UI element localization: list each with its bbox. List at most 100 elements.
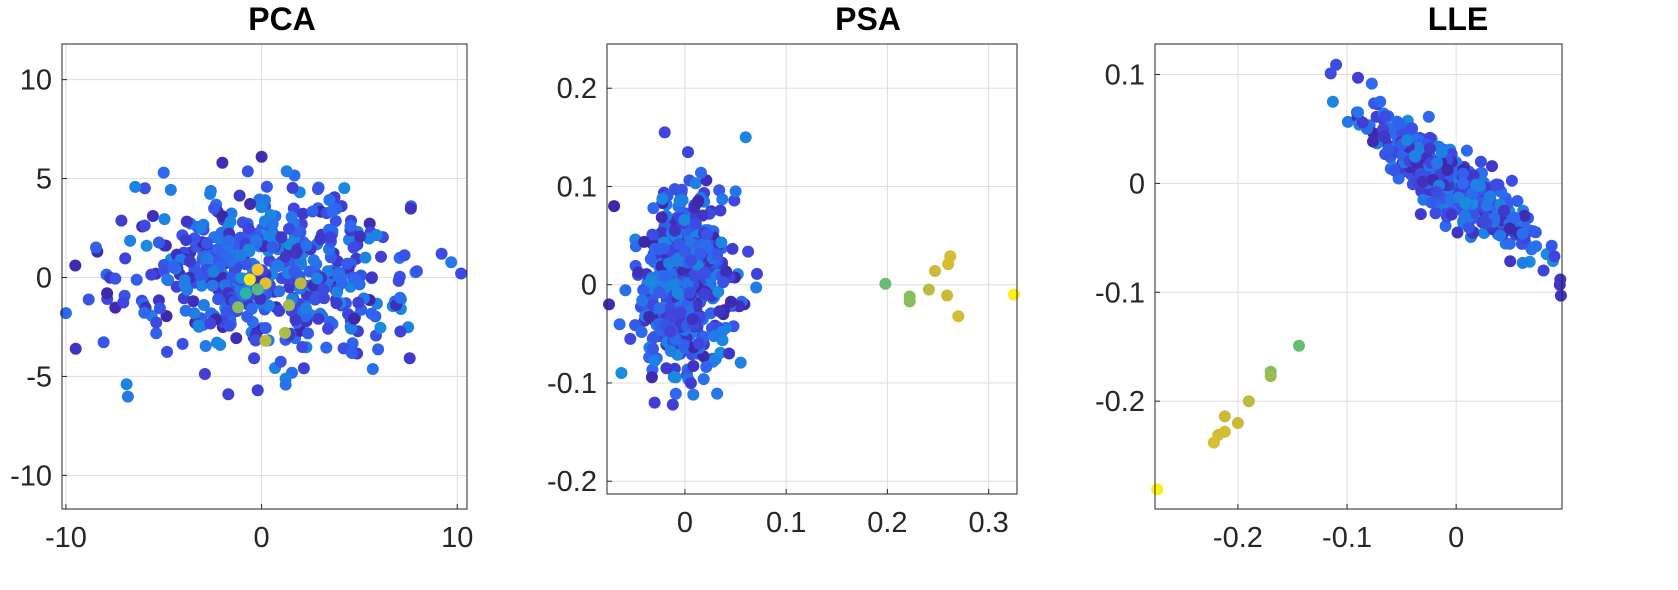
pca-point bbox=[129, 180, 142, 193]
lle-point bbox=[1365, 77, 1378, 90]
pca-point bbox=[280, 165, 293, 178]
pca-point bbox=[404, 202, 417, 215]
pca-point bbox=[266, 241, 279, 254]
pca-point bbox=[370, 229, 383, 242]
pca-point bbox=[158, 213, 171, 226]
pca-point bbox=[161, 273, 174, 286]
lle-point bbox=[1406, 122, 1419, 135]
pca-point bbox=[331, 286, 344, 299]
psa-point bbox=[666, 310, 679, 323]
psa-point bbox=[683, 286, 696, 299]
pca-point bbox=[199, 340, 212, 352]
psa-point bbox=[734, 356, 747, 369]
psa-ticks: 0 0.1 0.2 0.3 -0.2 -0.1 0 0.1 0.2 bbox=[547, 73, 1009, 539]
pca-point bbox=[348, 312, 361, 325]
psa-point bbox=[713, 184, 726, 197]
lle-point bbox=[1516, 227, 1529, 240]
pca-point bbox=[198, 368, 211, 380]
psa-point bbox=[657, 270, 670, 282]
lle-ytick-label: 0.1 bbox=[1105, 59, 1145, 91]
psa-point bbox=[697, 373, 710, 386]
pca-point bbox=[372, 343, 385, 356]
pca-point bbox=[318, 292, 330, 305]
psa-point bbox=[692, 337, 705, 350]
pca-point bbox=[251, 283, 264, 296]
pca-point bbox=[344, 220, 357, 232]
lle-point bbox=[1430, 186, 1443, 198]
pca-point bbox=[206, 279, 219, 292]
psa-point bbox=[603, 298, 615, 311]
pca-point bbox=[234, 249, 247, 262]
pca-point bbox=[212, 293, 225, 306]
pca-point bbox=[272, 260, 285, 272]
psa-points bbox=[603, 126, 1020, 411]
pca-ytick-label: 0 bbox=[36, 262, 52, 294]
pca-point bbox=[283, 222, 295, 235]
pca-point bbox=[82, 293, 95, 306]
pca-xtick-label: -10 bbox=[45, 522, 87, 554]
lle-point bbox=[1379, 110, 1392, 123]
pca-point bbox=[345, 347, 358, 359]
pca-point bbox=[124, 234, 137, 247]
psa-axes-box bbox=[606, 43, 1018, 495]
psa-point bbox=[739, 131, 752, 144]
pca-point bbox=[224, 215, 237, 228]
pca-point bbox=[222, 388, 235, 401]
pca-point bbox=[445, 256, 458, 269]
psa-point bbox=[952, 310, 965, 323]
pca-point bbox=[323, 194, 336, 206]
lle-point bbox=[1423, 142, 1436, 155]
lle-point bbox=[1457, 177, 1469, 190]
pca-point bbox=[259, 322, 272, 334]
pca-point bbox=[297, 362, 310, 375]
psa-point bbox=[689, 218, 702, 230]
lle-point bbox=[1516, 256, 1529, 269]
lle-panel: LLE -0.2 -0.1 0 -0.2 -0.1 0 0.1 bbox=[1095, 1, 1567, 554]
lle-point bbox=[1467, 169, 1480, 182]
lle-point bbox=[1554, 289, 1567, 302]
psa-point bbox=[717, 276, 730, 289]
psa-point bbox=[666, 398, 679, 411]
lle-point bbox=[1330, 58, 1343, 71]
pca-point bbox=[330, 297, 343, 310]
lle-point bbox=[1486, 160, 1498, 173]
psa-point bbox=[698, 287, 711, 300]
pca-point bbox=[69, 259, 82, 272]
pca-point bbox=[232, 301, 245, 314]
psa-point bbox=[716, 193, 729, 206]
pca-point bbox=[176, 337, 189, 350]
pca-point bbox=[164, 183, 177, 196]
pca-point bbox=[90, 241, 102, 254]
pca-point bbox=[192, 319, 205, 332]
pca-point bbox=[329, 215, 342, 227]
pca-point bbox=[300, 239, 313, 252]
pca-point bbox=[354, 230, 367, 243]
psa-point bbox=[687, 360, 700, 372]
psa-point bbox=[624, 332, 637, 345]
psa-point bbox=[711, 387, 724, 400]
pca-panel: PCA -10 0 10 -10 -5 0 5 10 bbox=[10, 1, 473, 554]
pca-point bbox=[248, 352, 261, 365]
pca-point bbox=[338, 182, 351, 195]
lle-point bbox=[1387, 127, 1400, 140]
pca-point bbox=[140, 239, 153, 252]
lle-point bbox=[1530, 240, 1543, 253]
lle-point bbox=[1431, 157, 1444, 170]
pca-point bbox=[336, 276, 348, 289]
lle-point bbox=[1382, 143, 1395, 156]
pca-point bbox=[223, 319, 236, 332]
pca-point bbox=[250, 234, 263, 247]
pca-point bbox=[220, 250, 233, 263]
psa-point bbox=[643, 310, 656, 323]
lle-point bbox=[1422, 110, 1435, 123]
pca-point bbox=[202, 252, 214, 265]
psa-point bbox=[658, 126, 671, 139]
pca-point bbox=[220, 306, 233, 319]
pca-point bbox=[251, 263, 264, 276]
psa-point bbox=[723, 347, 736, 360]
pca-point bbox=[239, 287, 252, 300]
pca-point bbox=[214, 338, 227, 351]
pca-point bbox=[324, 231, 337, 244]
lle-point bbox=[1425, 196, 1438, 209]
psa-point bbox=[647, 202, 660, 215]
